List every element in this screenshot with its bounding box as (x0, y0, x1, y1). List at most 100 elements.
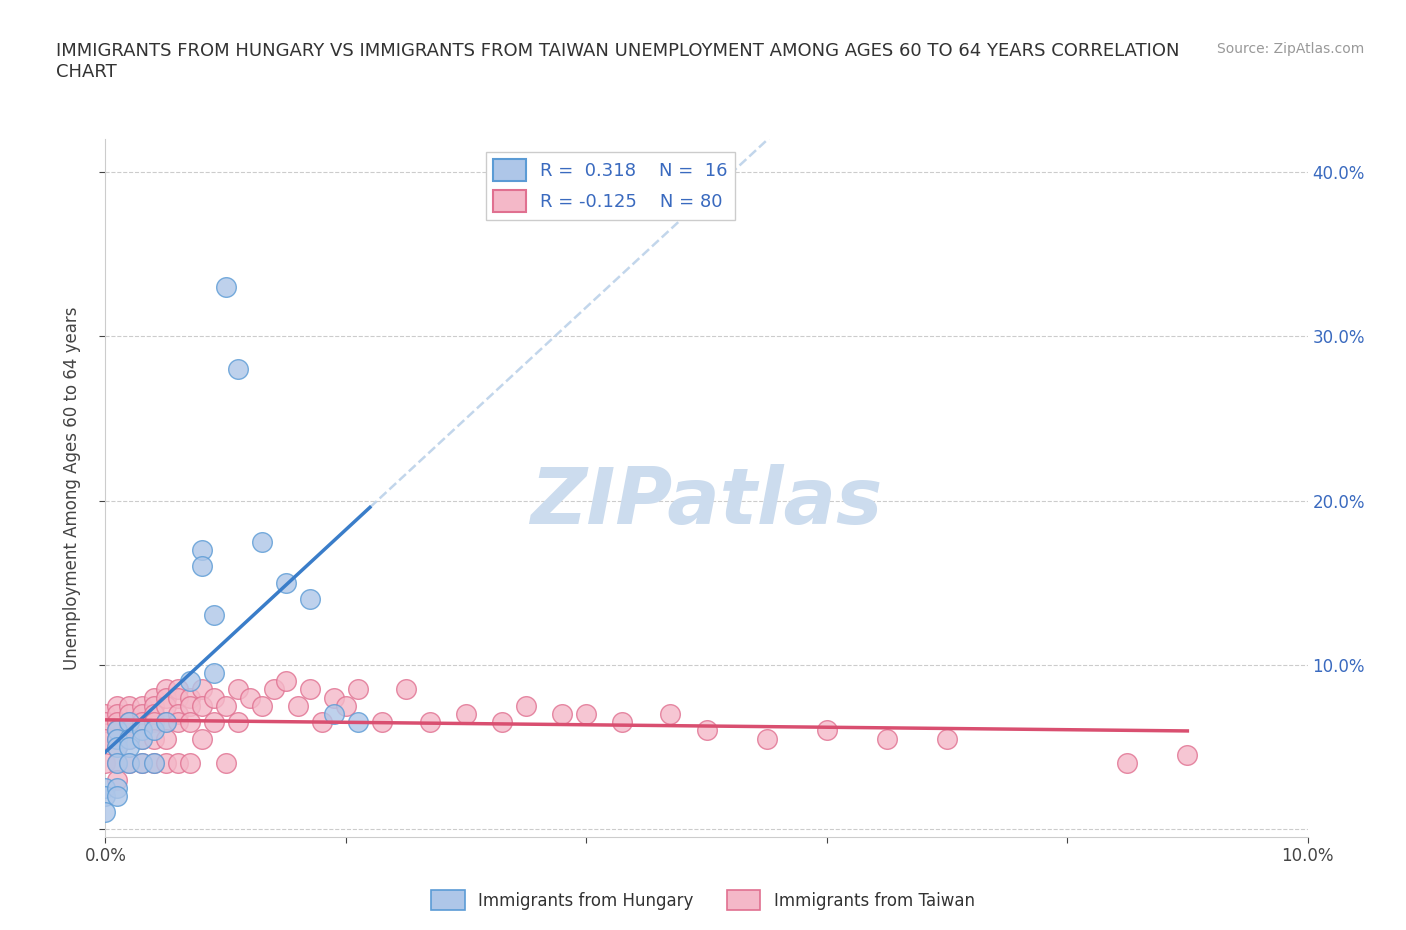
Point (551, 707, 574, 722)
Point (190, 682, 212, 697)
Point (166, 714, 188, 729)
Point (107, 739, 129, 754)
Point (166, 707, 188, 722)
Point (202, 608, 225, 623)
Point (287, 698, 309, 713)
Point (1175, 748, 1198, 763)
Point (1116, 756, 1139, 771)
Point (226, 682, 249, 697)
Point (263, 682, 285, 697)
Point (107, 772, 129, 787)
Point (155, 698, 177, 713)
Point (936, 731, 959, 746)
Point (166, 756, 188, 771)
Point (142, 756, 165, 771)
Point (94, 731, 117, 746)
Point (250, 534, 273, 549)
Text: IMMIGRANTS FROM HUNGARY VS IMMIGRANTS FROM TAIWAN UNEMPLOYMENT AMONG AGES 60 TO : IMMIGRANTS FROM HUNGARY VS IMMIGRANTS FR… (56, 42, 1180, 81)
Point (202, 666, 225, 681)
Point (107, 739, 129, 754)
Point (274, 673, 297, 688)
Point (575, 707, 598, 722)
Point (179, 714, 201, 729)
Point (107, 723, 129, 737)
Point (274, 575, 297, 590)
Point (515, 698, 537, 713)
Point (107, 789, 129, 804)
Point (659, 707, 682, 722)
Point (94, 805, 117, 820)
Point (179, 673, 201, 688)
Point (179, 698, 201, 713)
Point (118, 714, 141, 729)
Point (311, 714, 333, 729)
Point (202, 714, 225, 729)
Point (322, 707, 344, 722)
Point (142, 714, 165, 729)
Point (131, 756, 153, 771)
Point (179, 690, 201, 705)
Point (347, 682, 370, 697)
Point (118, 707, 141, 722)
Point (107, 756, 129, 771)
Point (190, 559, 212, 574)
Point (118, 756, 141, 771)
Legend: Immigrants from Hungary, Immigrants from Taiwan: Immigrants from Hungary, Immigrants from… (425, 884, 981, 917)
Point (347, 714, 370, 729)
Y-axis label: Unemployment Among Ages 60 to 64 years: Unemployment Among Ages 60 to 64 years (63, 307, 82, 670)
Point (202, 690, 225, 705)
Text: Source: ZipAtlas.com: Source: ZipAtlas.com (1216, 42, 1364, 56)
Point (155, 714, 177, 729)
Point (696, 723, 718, 737)
Point (142, 756, 165, 771)
Point (155, 731, 177, 746)
Point (155, 714, 177, 729)
Point (131, 731, 153, 746)
Point (118, 698, 141, 713)
Point (190, 698, 212, 713)
Point (322, 690, 344, 705)
Point (94, 756, 117, 771)
Point (142, 731, 165, 746)
Point (107, 723, 129, 737)
Point (118, 731, 141, 746)
Point (491, 714, 513, 729)
Point (166, 690, 188, 705)
Point (239, 690, 262, 705)
Point (118, 756, 141, 771)
Point (214, 280, 236, 295)
Point (454, 707, 477, 722)
Point (226, 714, 249, 729)
Point (155, 682, 177, 697)
Point (107, 731, 129, 746)
Point (131, 723, 153, 737)
Point (107, 731, 129, 746)
Point (94, 714, 117, 729)
Point (419, 714, 441, 729)
Point (876, 731, 898, 746)
Point (755, 731, 778, 746)
Point (371, 714, 394, 729)
Point (190, 731, 212, 746)
Point (131, 714, 153, 729)
Point (94, 789, 117, 804)
Point (214, 756, 236, 771)
Point (142, 707, 165, 722)
Point (107, 698, 129, 713)
Text: ZIPatlas: ZIPatlas (530, 464, 883, 540)
Point (155, 756, 177, 771)
Point (131, 731, 153, 746)
Legend: R =  0.318    N =  16, R = -0.125    N = 80: R = 0.318 N = 16, R = -0.125 N = 80 (486, 152, 735, 219)
Point (118, 723, 141, 737)
Point (118, 731, 141, 746)
Point (142, 698, 165, 713)
Point (107, 714, 129, 729)
Point (131, 756, 153, 771)
Point (131, 698, 153, 713)
Point (131, 707, 153, 722)
Point (118, 739, 141, 754)
Point (214, 698, 236, 713)
Point (166, 682, 188, 697)
Point (298, 682, 321, 697)
Point (298, 591, 321, 606)
